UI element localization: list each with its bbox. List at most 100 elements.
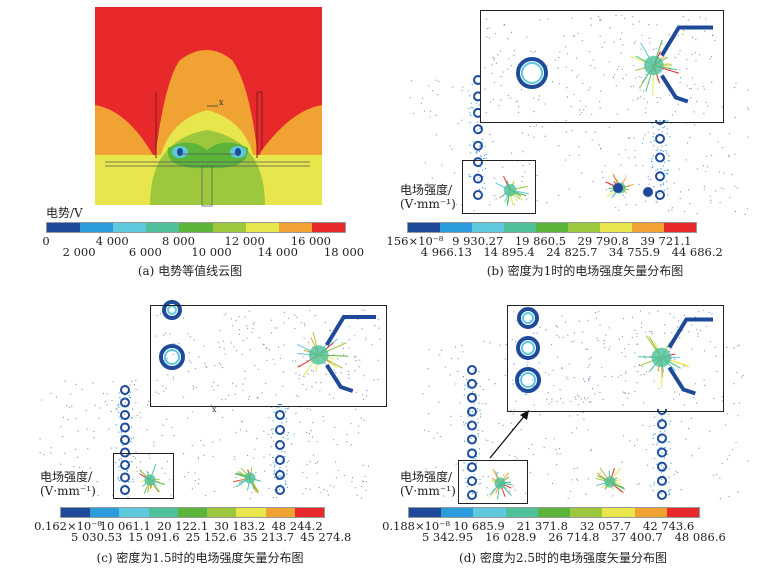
field-dot <box>582 82 584 84</box>
field-dot <box>218 362 221 364</box>
field-dot <box>634 156 636 158</box>
field-dot <box>677 53 680 55</box>
field-dot <box>653 433 655 435</box>
field-dot <box>274 363 276 365</box>
colorbar-tick-label: 5 342.95 <box>421 530 474 544</box>
field-dot <box>597 384 599 387</box>
field-dot <box>530 50 532 52</box>
field-dot <box>472 140 474 143</box>
field-dot <box>279 477 281 479</box>
field-dot <box>493 81 496 84</box>
field-dot <box>578 395 580 397</box>
field-dot <box>248 310 250 312</box>
field-dot <box>573 35 575 37</box>
field-dot <box>282 371 285 373</box>
field-dot <box>416 200 418 203</box>
field-dot <box>668 155 670 157</box>
field-dot <box>705 155 708 157</box>
field-dot <box>436 432 438 434</box>
conductor-ring <box>275 455 285 465</box>
field-dot <box>476 410 478 412</box>
field-dot <box>566 87 568 89</box>
conductor-ring <box>275 470 285 480</box>
field-dot <box>554 59 556 61</box>
field-dot <box>409 97 412 99</box>
field-dot <box>627 137 630 139</box>
field-dot <box>479 127 481 130</box>
field-dot <box>566 53 568 55</box>
axis-label-c: x <box>212 405 217 414</box>
field-dot <box>645 73 647 75</box>
field-dot <box>155 391 157 393</box>
field-dot <box>567 378 569 380</box>
field-dot <box>643 402 645 404</box>
field-dot <box>538 362 540 364</box>
field-dot <box>118 459 121 461</box>
field-dot <box>660 185 662 187</box>
field-dot <box>86 428 88 430</box>
field-dot <box>482 475 484 477</box>
field-dot <box>679 50 681 52</box>
field-dot <box>521 89 523 91</box>
field-dot <box>210 404 213 406</box>
colorbar-swatch <box>294 508 324 517</box>
field-dot <box>587 429 589 431</box>
field-dot <box>595 317 597 319</box>
field-dot <box>324 362 326 365</box>
field-dot <box>448 479 450 481</box>
field-dot <box>703 189 705 191</box>
unit-label-d: 电场强度/ <box>400 470 453 484</box>
field-dot <box>653 186 655 188</box>
field-dot <box>129 384 131 386</box>
field-dot <box>252 457 255 459</box>
field-dot <box>280 484 282 486</box>
field-dot <box>478 104 480 106</box>
field-dot <box>658 129 660 131</box>
field-dot <box>241 353 243 356</box>
field-dot <box>248 398 250 400</box>
field-dot <box>636 335 638 337</box>
colorbar-tick-label: 20 122.1 <box>156 519 209 533</box>
field-dot <box>673 398 675 400</box>
field-dot <box>721 400 723 402</box>
field-dot <box>504 358 506 360</box>
field-dot <box>272 420 274 422</box>
field-dot <box>741 376 743 378</box>
field-dot <box>115 447 117 449</box>
field-dot <box>734 211 737 213</box>
field-dot <box>124 402 126 404</box>
field-dot <box>694 124 696 126</box>
field-dot <box>438 80 440 82</box>
field-dot <box>585 348 587 350</box>
field-dot <box>495 62 497 64</box>
field-dot <box>624 392 626 394</box>
field-dot <box>351 480 353 483</box>
field-dot <box>473 413 475 416</box>
field-dot <box>212 441 214 443</box>
field-dot <box>647 101 649 103</box>
field-dot <box>198 478 200 480</box>
field-dot <box>548 403 551 405</box>
field-dot <box>129 396 132 399</box>
field-dot <box>377 378 379 381</box>
field-dot <box>705 325 708 327</box>
field-dot <box>135 379 137 382</box>
field-dot <box>710 201 712 204</box>
field-dot <box>120 398 122 400</box>
field-dot <box>354 335 356 337</box>
field-dot <box>616 68 619 70</box>
field-dot <box>586 348 588 351</box>
field-dot <box>421 97 424 99</box>
field-dot <box>667 194 669 196</box>
field-dot <box>512 413 514 415</box>
field-dot <box>471 492 474 495</box>
field-dot <box>491 64 493 66</box>
field-dot <box>671 207 673 209</box>
field-dot <box>479 166 481 168</box>
field-dot <box>668 493 670 496</box>
field-dot <box>573 340 575 342</box>
arrow-head-icon <box>520 410 529 420</box>
field-dot <box>575 398 577 401</box>
field-dot <box>683 365 685 367</box>
field-dot <box>498 105 500 107</box>
